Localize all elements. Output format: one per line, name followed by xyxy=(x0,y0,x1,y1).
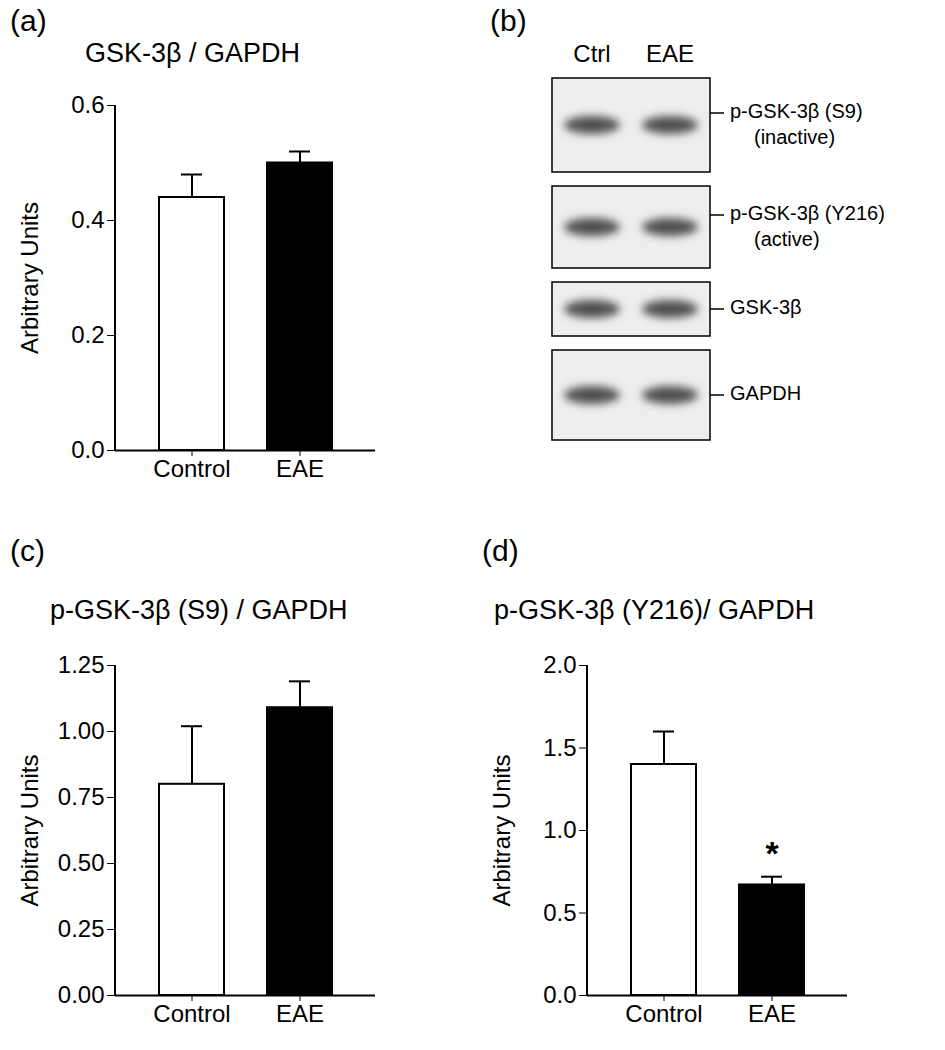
svg-text:1.25: 1.25 xyxy=(58,651,105,678)
svg-text:p-GSK-3β (Y216): p-GSK-3β (Y216) xyxy=(730,202,885,224)
svg-text:0.00: 0.00 xyxy=(58,981,105,1008)
svg-text:0.50: 0.50 xyxy=(58,849,105,876)
svg-text:2.0: 2.0 xyxy=(543,651,576,678)
svg-text:Arbitrary Units: Arbitrary Units xyxy=(16,754,43,906)
html-text:(a): (a) xyxy=(10,4,47,37)
svg-text:GAPDH: GAPDH xyxy=(730,382,801,404)
svg-text:0.0: 0.0 xyxy=(543,981,576,1008)
svg-text:0.4: 0.4 xyxy=(71,206,104,233)
svg-text:*: * xyxy=(765,834,779,872)
svg-text:Control: Control xyxy=(153,455,230,482)
svg-text:EAE: EAE xyxy=(748,1000,796,1027)
svg-text:Control: Control xyxy=(625,1000,702,1027)
svg-text:EAE: EAE xyxy=(276,455,324,482)
html-text:GSK-3β / GAPDH: GSK-3β / GAPDH xyxy=(85,38,301,68)
html-text:(c): (c) xyxy=(10,534,45,567)
html-text:p-GSK-3β (Y216)/ GAPDH: p-GSK-3β (Y216)/ GAPDH xyxy=(494,595,815,625)
svg-text:GSK-3β: GSK-3β xyxy=(730,296,802,318)
svg-text:1.0: 1.0 xyxy=(543,816,576,843)
svg-text:p-GSK-3β (S9): p-GSK-3β (S9) xyxy=(730,100,863,122)
svg-text:(inactive): (inactive) xyxy=(754,126,835,148)
svg-text:1.5: 1.5 xyxy=(543,734,576,761)
svg-text:0.6: 0.6 xyxy=(71,91,104,118)
html-text:p-GSK-3β (S9) / GAPDH: p-GSK-3β (S9) / GAPDH xyxy=(50,595,348,625)
svg-text:(active): (active) xyxy=(754,228,820,250)
svg-text:Control: Control xyxy=(153,1000,230,1027)
svg-text:0.5: 0.5 xyxy=(543,899,576,926)
svg-text:Arbitrary Units: Arbitrary Units xyxy=(16,202,43,354)
svg-text:1.00: 1.00 xyxy=(58,717,105,744)
svg-text:Ctrl: Ctrl xyxy=(573,40,610,67)
html-text:(b): (b) xyxy=(490,4,527,37)
svg-text:0.25: 0.25 xyxy=(58,915,105,942)
html-text:(d): (d) xyxy=(482,534,519,567)
svg-text:EAE: EAE xyxy=(276,1000,324,1027)
svg-text:0.0: 0.0 xyxy=(71,436,104,463)
svg-text:0.2: 0.2 xyxy=(71,321,104,348)
svg-text:EAE: EAE xyxy=(646,40,694,67)
svg-text:0.75: 0.75 xyxy=(58,783,105,810)
svg-text:Arbitrary Units: Arbitrary Units xyxy=(488,754,515,906)
